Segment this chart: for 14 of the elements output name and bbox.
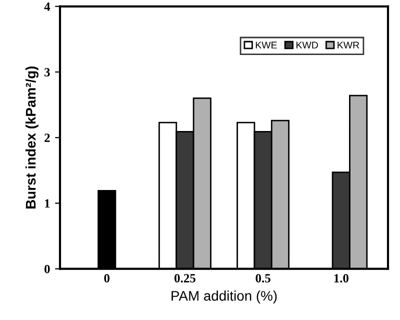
y-axis-title: Burst index (kPam²/g) <box>25 66 38 208</box>
x-axis-title: PAM addition (%) <box>172 290 277 304</box>
x-tick-label: 0.25 <box>174 274 196 283</box>
y-tick-label: 0 <box>44 264 50 274</box>
legend-label: KWD <box>296 42 318 48</box>
y-tick-label: 4 <box>44 2 50 11</box>
legend-label: KWR <box>338 42 360 48</box>
y-tick-label: 2 <box>44 134 50 142</box>
legend-label: KWE <box>256 42 277 48</box>
x-tick-label: 0.5 <box>256 274 270 283</box>
y-tick-label: 1 <box>45 199 50 208</box>
y-tick-label: 3 <box>44 68 50 76</box>
x-tick-label: 0 <box>104 274 110 282</box>
x-tick-label: 1.0 <box>334 274 348 283</box>
